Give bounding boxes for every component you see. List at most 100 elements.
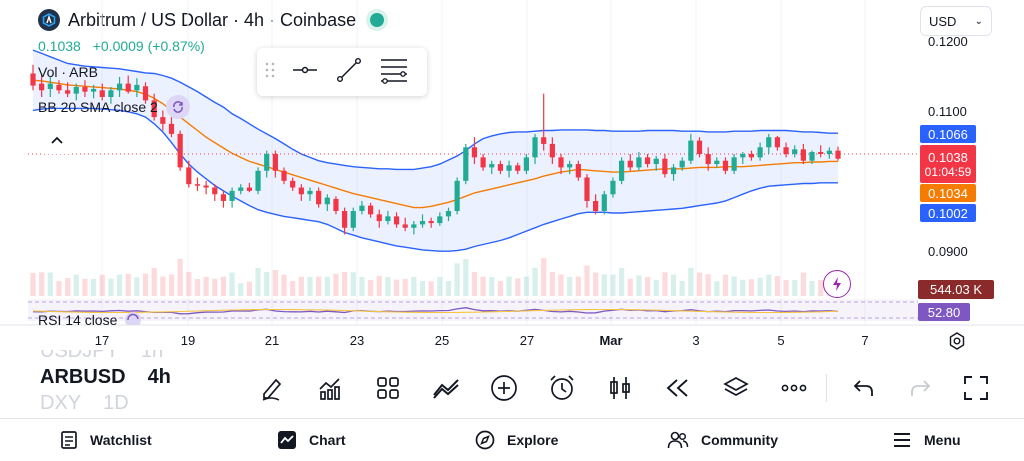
layout-grid-button[interactable] bbox=[366, 370, 410, 406]
volume-bar bbox=[610, 274, 616, 296]
candle-body bbox=[826, 150, 832, 154]
volume-bar bbox=[688, 267, 694, 296]
volume-bar bbox=[385, 277, 391, 296]
volume-bar bbox=[82, 278, 88, 296]
compare-symbols-button[interactable] bbox=[424, 370, 468, 406]
chart-settings-button[interactable] bbox=[946, 331, 968, 351]
candle-body bbox=[90, 88, 97, 92]
fullscreen-button[interactable] bbox=[954, 370, 998, 406]
candle-body bbox=[333, 198, 339, 211]
nav-watchlist[interactable]: Watchlist bbox=[60, 427, 152, 453]
candle-body bbox=[653, 158, 659, 165]
symbol-name: ARBUSD bbox=[40, 365, 126, 388]
indicators-button[interactable] bbox=[308, 370, 352, 406]
volume-bar bbox=[463, 259, 469, 296]
candle-body bbox=[774, 137, 781, 148]
candle-body bbox=[627, 160, 633, 168]
volume-bar bbox=[39, 272, 45, 296]
symbol-name: USDJPY bbox=[40, 350, 119, 362]
bollinger-band-fill bbox=[33, 50, 838, 252]
horizontal-line-tool-icon[interactable] bbox=[291, 60, 319, 85]
volume-bar bbox=[125, 273, 131, 296]
candle-body bbox=[116, 83, 123, 91]
last-price-label: 0.1038 01:04:59 bbox=[920, 145, 976, 183]
volume-bar bbox=[567, 277, 573, 296]
menu-icon bbox=[894, 433, 910, 447]
bollinger-legend[interactable]: BB 20 SMA close 2 bbox=[38, 95, 190, 119]
rsi-legend-label: RSI 14 close bbox=[38, 311, 118, 328]
price-chart[interactable] bbox=[0, 0, 1024, 330]
candle-body bbox=[359, 205, 365, 211]
candle-body bbox=[238, 187, 244, 191]
volume-bar bbox=[142, 273, 149, 296]
rsi-pane-background bbox=[28, 299, 918, 321]
alert-button[interactable] bbox=[540, 370, 584, 406]
trend-line-tool-icon[interactable] bbox=[335, 56, 363, 89]
nav-chart[interactable]: Chart bbox=[277, 427, 346, 453]
fib-levels-tool-icon[interactable] bbox=[379, 56, 409, 89]
last-price: 0.1038 bbox=[38, 38, 81, 54]
candle-body bbox=[792, 149, 798, 154]
volume-bar bbox=[558, 274, 564, 296]
volume-bar bbox=[134, 277, 140, 296]
volume-bar bbox=[792, 279, 798, 296]
more-button[interactable] bbox=[772, 370, 816, 406]
drag-handle-icon[interactable] bbox=[265, 61, 275, 84]
volume-bar bbox=[818, 279, 824, 296]
symbol-row[interactable]: DXY 1D bbox=[40, 390, 180, 416]
bollinger-upper-line bbox=[32, 49, 838, 171]
candle-body bbox=[497, 164, 504, 171]
volume-bar bbox=[748, 279, 755, 296]
replay-button[interactable] bbox=[656, 370, 700, 406]
currency-select[interactable]: USD ⌄ bbox=[920, 6, 992, 36]
collapse-legend-button[interactable] bbox=[40, 126, 74, 154]
volume-bar bbox=[714, 281, 720, 296]
time-axis-label: 25 bbox=[434, 333, 450, 348]
candle-body bbox=[281, 170, 287, 181]
nav-community[interactable]: Community bbox=[667, 427, 778, 453]
nav-menu[interactable]: Menu bbox=[892, 427, 961, 453]
candle-body bbox=[125, 83, 131, 92]
nav-label: Menu bbox=[924, 432, 961, 448]
chart-type-button[interactable] bbox=[598, 370, 642, 406]
market-status-dot bbox=[370, 13, 385, 27]
volume-bar bbox=[757, 277, 763, 296]
layers-button[interactable] bbox=[714, 370, 758, 406]
time-axis-label: 3 bbox=[692, 333, 700, 348]
candle-body bbox=[809, 151, 815, 161]
nav-explore[interactable]: Explore bbox=[475, 427, 558, 453]
candle-body bbox=[766, 137, 772, 148]
volume-bar bbox=[489, 277, 495, 296]
candle-body bbox=[593, 200, 599, 211]
toolbar-divider bbox=[826, 374, 827, 402]
undo-button[interactable] bbox=[842, 370, 886, 406]
symbol-picker[interactable]: USDJPY 1h ARBUSD 4h DXY 1D bbox=[40, 350, 180, 420]
candle-body bbox=[515, 165, 521, 171]
volume-bar bbox=[246, 281, 252, 296]
volume-legend[interactable]: Vol · ARB bbox=[38, 64, 98, 80]
volume-bar bbox=[809, 281, 815, 296]
time-axis-label: 23 bbox=[349, 333, 365, 348]
settings-gear-icon bbox=[949, 332, 965, 350]
symbol-row-active[interactable]: ARBUSD 4h bbox=[40, 364, 180, 390]
lightning-icon bbox=[833, 277, 841, 291]
symbol-header[interactable]: Arbitrum / US Dollar · 4h · Coinbase bbox=[38, 9, 385, 31]
add-symbol-button[interactable] bbox=[482, 370, 526, 406]
drawing-tools-button[interactable] bbox=[250, 370, 294, 406]
candle-body bbox=[688, 140, 694, 161]
lightning-alert-button[interactable] bbox=[823, 270, 851, 298]
symbol-row[interactable]: USDJPY 1h bbox=[40, 350, 180, 364]
bottom-navigation: Watchlist Chart Explore Community Menu bbox=[0, 418, 1024, 461]
compare-icon bbox=[433, 379, 459, 399]
rsi-label-badge: 52.80 bbox=[918, 303, 970, 321]
candle-body bbox=[670, 167, 677, 175]
rsi-legend[interactable]: RSI 14 close bbox=[38, 311, 143, 328]
symbol-title[interactable]: Arbitrum / US Dollar · 4h · Coinbase bbox=[68, 9, 357, 30]
redo-button[interactable] bbox=[898, 370, 942, 406]
volume-bar bbox=[601, 274, 607, 296]
volume-bar bbox=[307, 277, 313, 296]
volume-bar bbox=[177, 259, 183, 296]
volume-bar bbox=[662, 272, 668, 296]
candle-body bbox=[385, 216, 391, 222]
candle-body bbox=[376, 214, 382, 222]
